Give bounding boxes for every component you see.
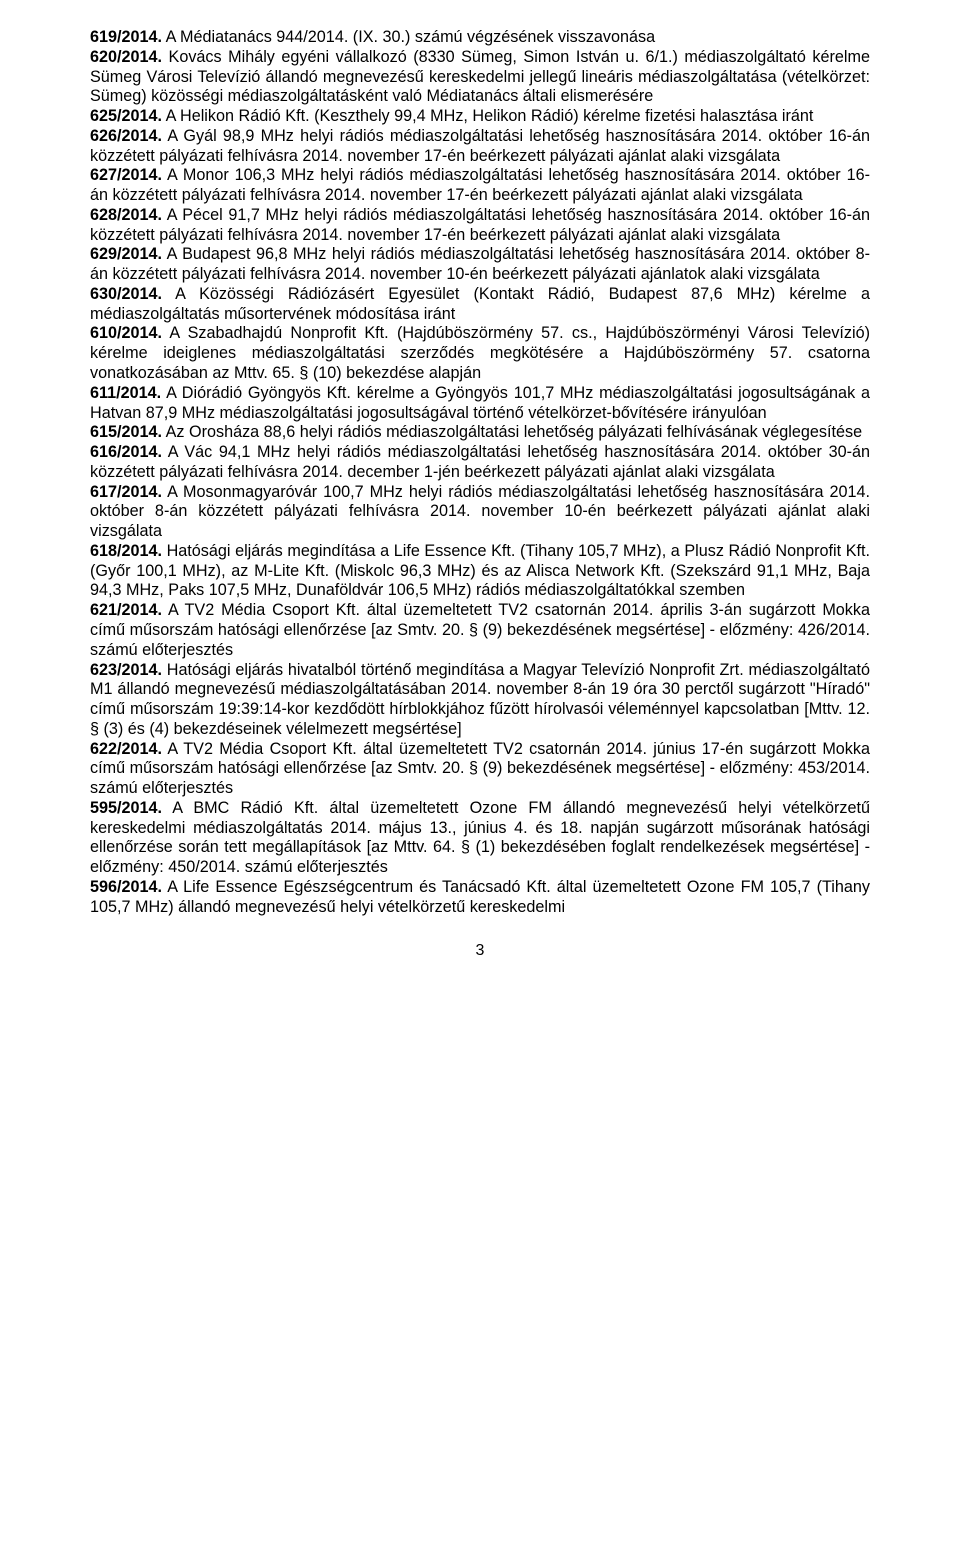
entry-number: 626/2014.	[90, 127, 162, 145]
entry: 627/2014. A Monor 106,3 MHz helyi rádiós…	[90, 166, 870, 206]
entry-text: A Médiatanács 944/2014. (IX. 30.) számú …	[162, 28, 655, 46]
page-number: 3	[90, 941, 870, 961]
entry: 620/2014. Kovács Mihály egyéni vállalkoz…	[90, 48, 870, 107]
entry-text: A Közösségi Rádiózásért Egyesület (Konta…	[90, 285, 870, 323]
entry: 629/2014. A Budapest 96,8 MHz helyi rádi…	[90, 245, 870, 285]
entry-text: A TV2 Média Csoport Kft. által üzemeltet…	[90, 601, 870, 659]
entry-number: 629/2014.	[90, 245, 162, 263]
entry-text: Hatósági eljárás megindítása a Life Esse…	[90, 542, 870, 600]
entry-text: A Helikon Rádió Kft. (Keszthely 99,4 MHz…	[162, 107, 813, 125]
entry: 617/2014. A Mosonmagyaróvár 100,7 MHz he…	[90, 483, 870, 542]
entry: 626/2014. A Gyál 98,9 MHz helyi rádiós m…	[90, 127, 870, 167]
entry: 610/2014. A Szabadhajdú Nonprofit Kft. (…	[90, 324, 870, 383]
entry-text: A Gyál 98,9 MHz helyi rádiós médiaszolgá…	[90, 127, 870, 165]
entry: 615/2014. Az Orosháza 88,6 helyi rádiós …	[90, 423, 870, 443]
entry-text: A BMC Rádió Kft. által üzemeltetett Ozon…	[90, 799, 870, 876]
entry-text: A Mosonmagyaróvár 100,7 MHz helyi rádiós…	[90, 483, 870, 541]
entry-text: A Szabadhajdú Nonprofit Kft. (Hajdúböszö…	[90, 324, 870, 382]
entry-number: 610/2014.	[90, 324, 162, 342]
entry-number: 628/2014.	[90, 206, 162, 224]
entry: 623/2014. Hatósági eljárás hivatalból tö…	[90, 661, 870, 740]
entry: 611/2014. A Diórádió Gyöngyös Kft. kérel…	[90, 384, 870, 424]
entry: 628/2014. A Pécel 91,7 MHz helyi rádiós …	[90, 206, 870, 246]
entry-text: A TV2 Média Csoport Kft. által üzemeltet…	[90, 740, 870, 798]
entry-text: A Diórádió Gyöngyös Kft. kérelme a Gyöng…	[90, 384, 870, 422]
entry-number: 595/2014.	[90, 799, 162, 817]
entry-number: 611/2014.	[90, 384, 161, 402]
entry-number: 630/2014.	[90, 285, 162, 303]
document-page: 619/2014. A Médiatanács 944/2014. (IX. 3…	[0, 0, 960, 1541]
entries-list: 619/2014. A Médiatanács 944/2014. (IX. 3…	[90, 28, 870, 917]
entry-number: 619/2014.	[90, 28, 162, 46]
entry: 621/2014. A TV2 Média Csoport Kft. által…	[90, 601, 870, 660]
entry: 622/2014. A TV2 Média Csoport Kft. által…	[90, 740, 870, 799]
entry: 596/2014. A Life Essence Egészségcentrum…	[90, 878, 870, 918]
entry-text: A Vác 94,1 MHz helyi rádiós médiaszolgál…	[90, 443, 870, 481]
entry-number: 615/2014.	[90, 423, 162, 441]
entry-number: 623/2014.	[90, 661, 162, 679]
entry-number: 621/2014.	[90, 601, 162, 619]
entry: 625/2014. A Helikon Rádió Kft. (Keszthel…	[90, 107, 870, 127]
entry: 618/2014. Hatósági eljárás megindítása a…	[90, 542, 870, 601]
entry-text: A Budapest 96,8 MHz helyi rádiós médiasz…	[90, 245, 870, 283]
entry-number: 617/2014.	[90, 483, 162, 501]
entry-text: A Pécel 91,7 MHz helyi rádiós médiaszolg…	[90, 206, 870, 244]
entry-number: 596/2014.	[90, 878, 162, 896]
entry: 630/2014. A Közösségi Rádiózásért Egyesü…	[90, 285, 870, 325]
entry-number: 620/2014.	[90, 48, 162, 66]
entry-text: A Monor 106,3 MHz helyi rádiós médiaszol…	[90, 166, 870, 204]
entry-text: Hatósági eljárás hivatalból történő megi…	[90, 661, 870, 738]
entry-text: Kovács Mihály egyéni vállalkozó (8330 Sü…	[90, 48, 870, 106]
entry-number: 625/2014.	[90, 107, 162, 125]
entry-number: 622/2014.	[90, 740, 162, 758]
entry-number: 618/2014.	[90, 542, 162, 560]
entry-number: 627/2014.	[90, 166, 162, 184]
entry: 616/2014. A Vác 94,1 MHz helyi rádiós mé…	[90, 443, 870, 483]
entry: 619/2014. A Médiatanács 944/2014. (IX. 3…	[90, 28, 870, 48]
entry: 595/2014. A BMC Rádió Kft. által üzemelt…	[90, 799, 870, 878]
entry-text: Az Orosháza 88,6 helyi rádiós médiaszolg…	[162, 423, 862, 441]
entry-text: A Life Essence Egészségcentrum és Tanács…	[90, 878, 870, 916]
entry-number: 616/2014.	[90, 443, 162, 461]
